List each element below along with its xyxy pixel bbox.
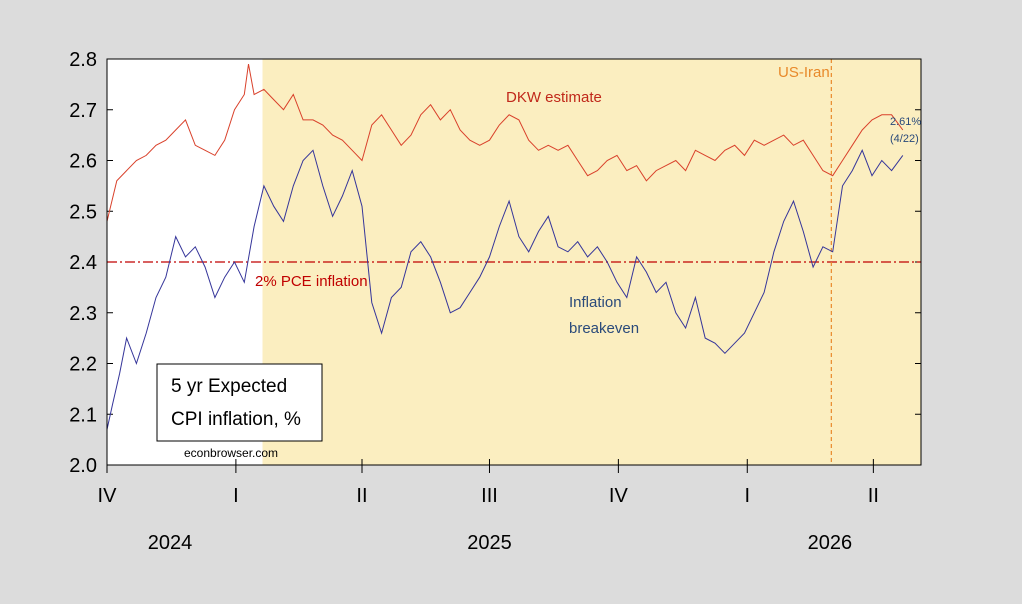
legend-line1: 5 yr Expected: [171, 376, 287, 397]
pce-inflation-annotation: 2% PCE inflation: [255, 273, 368, 290]
legend-line2: CPI inflation, %: [171, 409, 301, 430]
breakeven-annotation-line2: breakeven: [569, 320, 639, 337]
x-axis-ticks: [106, 459, 874, 473]
y-tick-label: 2.3: [69, 303, 97, 325]
x-year-label: 2026: [808, 532, 853, 554]
y-tick-label: 2.1: [69, 404, 97, 426]
x-quarter-label: II: [868, 485, 879, 507]
source-label: econbrowser.com: [184, 446, 278, 460]
latest-date-annotation: (4/22): [890, 133, 919, 145]
x-axis-year-labels: 2024 2025 2026: [148, 532, 852, 554]
y-tick-label: 2.5: [69, 201, 97, 223]
x-year-label: 2025: [467, 532, 512, 554]
x-quarter-label: I: [233, 485, 239, 507]
y-tick-label: 2.4: [69, 252, 97, 274]
dkw-estimate-annotation: DKW estimate: [506, 89, 602, 106]
y-tick-label: 2.6: [69, 151, 97, 173]
x-quarter-label: IV: [98, 485, 118, 507]
x-axis-quarter-labels: IV I II III IV I II: [98, 485, 879, 507]
y-tick-label: 2.0: [69, 455, 97, 477]
y-tick-label: 2.8: [69, 49, 97, 71]
y-axis-labels: 2.0 2.1 2.2 2.3 2.4 2.5 2.6 2.7 2.8: [69, 49, 97, 477]
legend-box: [156, 363, 323, 442]
x-quarter-label: I: [744, 485, 750, 507]
x-quarter-label: II: [356, 485, 367, 507]
dkw-estimate-line: [106, 64, 904, 222]
breakeven-annotation-line1: Inflation: [569, 294, 622, 311]
x-quarter-label: IV: [609, 485, 629, 507]
latest-value-annotation: 2.61%: [890, 116, 921, 128]
us-iran-annotation: US-Iran: [778, 64, 830, 81]
x-year-label: 2024: [148, 532, 193, 554]
y-tick-label: 2.7: [69, 100, 97, 122]
plot-frame: [106, 58, 922, 466]
x-quarter-label: III: [481, 485, 498, 507]
inflation-breakeven-line: [106, 149, 904, 430]
y-tick-label: 2.2: [69, 354, 97, 376]
